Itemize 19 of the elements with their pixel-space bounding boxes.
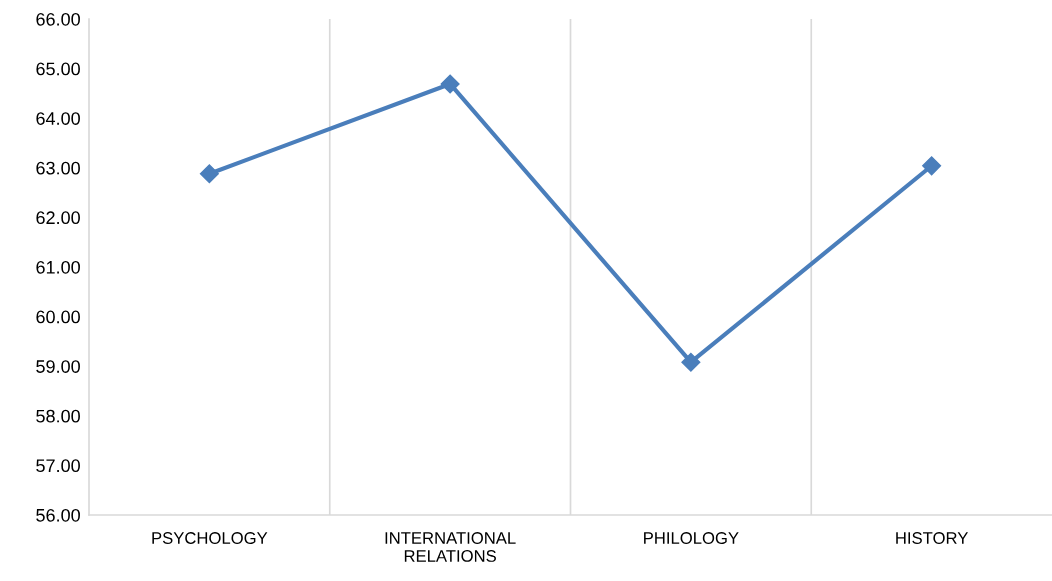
x-tick-label: HISTORY (896, 532, 969, 544)
point (681, 352, 701, 372)
point (440, 74, 460, 94)
y-tick-label: 65.00 (36, 62, 80, 76)
y-tick-label: 64.00 (36, 112, 80, 125)
x-tick-label: INTERNATIONAL RELATIONS (385, 532, 516, 562)
x-tick-label: PSYCHOLOGY (152, 532, 268, 544)
y-tick-label: 57.00 (36, 459, 80, 473)
y-tick-label: 58.00 (36, 409, 80, 423)
x-tick-label: PHILOLOGY (644, 532, 739, 544)
y-tick-label: 59.00 (36, 360, 80, 373)
y-tick-label: 56.00 (36, 508, 80, 522)
y-tick-label: 60.00 (36, 310, 80, 324)
y-tick-label: 61.00 (36, 260, 80, 274)
point (199, 164, 219, 184)
point (922, 156, 942, 176)
y-tick-label: 63.00 (36, 161, 80, 175)
y-tick-label: 62.00 (36, 211, 80, 225)
y-tick-label: 66.00 (36, 12, 80, 26)
